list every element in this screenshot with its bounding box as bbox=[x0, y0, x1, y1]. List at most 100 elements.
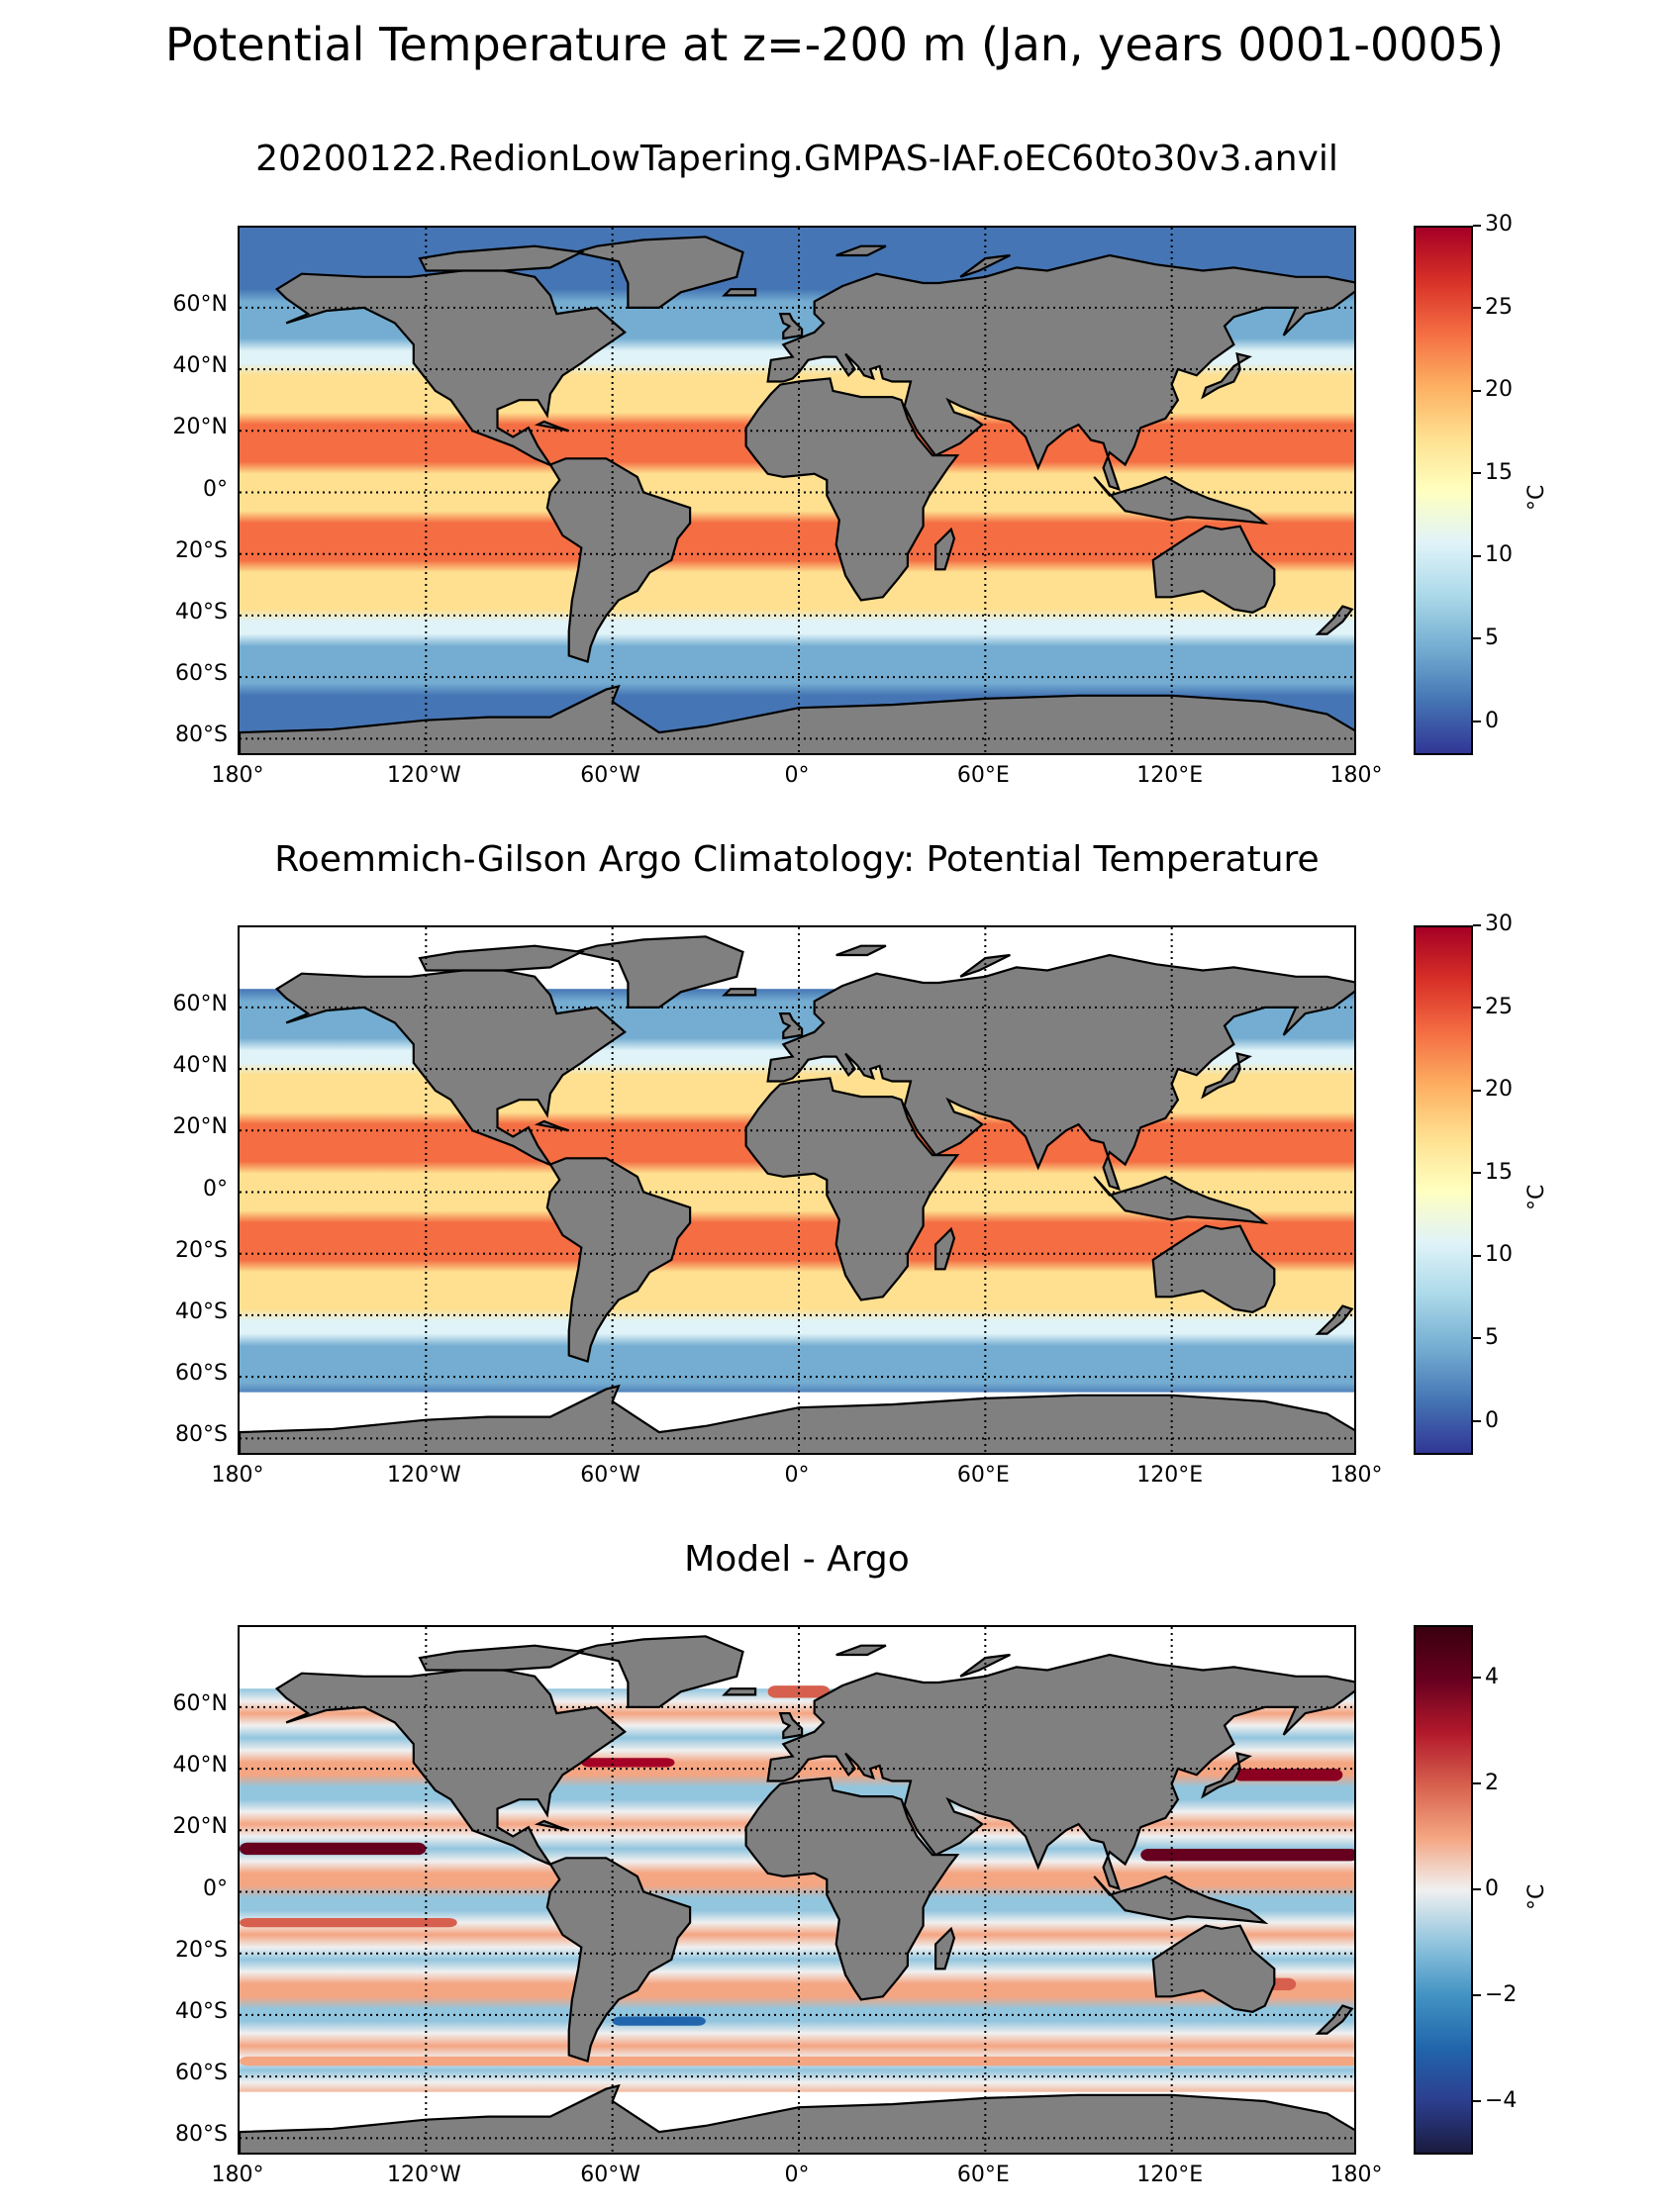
colorbar-2 bbox=[1414, 925, 1473, 1455]
colorbar-tick: 25 bbox=[1473, 994, 1513, 1019]
land-ice bbox=[722, 988, 757, 997]
lat-label: 0° bbox=[203, 476, 228, 502]
lon-label: 180° bbox=[1329, 763, 1383, 788]
lon-label: 180° bbox=[211, 2163, 264, 2187]
land-nz bbox=[1315, 605, 1354, 635]
land-af bbox=[744, 1777, 960, 2001]
lon-label: 120°W bbox=[386, 1463, 461, 1488]
land-indo bbox=[1093, 475, 1269, 526]
colorbar-tick: 20 bbox=[1473, 377, 1513, 403]
land-ant bbox=[240, 2083, 1354, 2153]
land-mad bbox=[934, 1926, 956, 1971]
colorbar-tick: 30 bbox=[1473, 212, 1513, 237]
lon-label: 60°E bbox=[956, 763, 1010, 788]
land-nz2 bbox=[959, 953, 1011, 978]
lat-label: 60°N bbox=[172, 991, 228, 1016]
lat-label: 20°N bbox=[172, 415, 228, 440]
lon-label: 60°W bbox=[580, 2163, 641, 2187]
land-sa bbox=[545, 1157, 692, 1364]
lat-label: 20°N bbox=[172, 1114, 228, 1140]
colorbar-unit: °C bbox=[1524, 484, 1549, 511]
colorbar-tick: 10 bbox=[1473, 1242, 1513, 1268]
map-panel-1 bbox=[238, 226, 1356, 755]
anomaly-band bbox=[240, 1917, 457, 1928]
lat-label: 40°N bbox=[172, 1753, 228, 1779]
land-na bbox=[274, 1666, 627, 1869]
land-sv bbox=[835, 244, 887, 257]
lon-label: 0° bbox=[784, 2163, 810, 2187]
land-eu bbox=[766, 253, 1354, 492]
land-cuba bbox=[534, 420, 570, 433]
land-eu bbox=[766, 953, 1354, 1192]
land-mad bbox=[934, 527, 956, 571]
lat-label: 80°S bbox=[175, 1422, 228, 1448]
colorbar-tick: 25 bbox=[1473, 294, 1513, 320]
lat-label: 20°N bbox=[172, 1814, 228, 1840]
colorbar-tick: 10 bbox=[1473, 542, 1513, 568]
lon-label: 180° bbox=[1329, 2163, 1383, 2187]
land-gl bbox=[574, 935, 744, 1009]
land-au bbox=[1151, 1224, 1276, 1313]
land-gl bbox=[574, 1635, 744, 1708]
colorbar-tick: 5 bbox=[1473, 1324, 1499, 1350]
lat-label: 80°S bbox=[175, 722, 228, 748]
lon-label: 60°W bbox=[580, 1463, 641, 1488]
land-gl bbox=[574, 236, 744, 309]
lon-label: 120°E bbox=[1136, 2163, 1204, 2187]
land-na bbox=[274, 266, 627, 469]
lon-label: 180° bbox=[211, 1463, 264, 1488]
map-canvas bbox=[240, 927, 1354, 1453]
anomaly-band bbox=[612, 2016, 706, 2026]
land-indo bbox=[1093, 1875, 1269, 1925]
lon-label: 0° bbox=[784, 763, 810, 788]
anomaly-band bbox=[767, 1685, 831, 1698]
lon-label: 120°E bbox=[1136, 1463, 1204, 1488]
lon-label: 60°E bbox=[956, 2163, 1010, 2187]
lat-label: 20°S bbox=[175, 1937, 228, 1963]
colorbar-tick: −2 bbox=[1472, 1981, 1518, 2007]
land-jp bbox=[1201, 1052, 1252, 1100]
lat-label: 60°N bbox=[172, 1690, 228, 1716]
land-au bbox=[1151, 525, 1276, 614]
anomaly-band bbox=[1233, 1769, 1343, 1781]
land-sv bbox=[835, 944, 887, 957]
land-af bbox=[744, 1077, 960, 1301]
figure-title: Potential Temperature at z=-200 m (Jan, … bbox=[164, 18, 1505, 71]
lat-label: 60°S bbox=[175, 2061, 228, 2086]
land-cuba bbox=[534, 1819, 570, 1832]
land-sv bbox=[835, 1644, 887, 1657]
lat-label: 0° bbox=[203, 1176, 228, 1202]
lon-label: 120°W bbox=[386, 763, 461, 788]
land-indo bbox=[1093, 1175, 1269, 1225]
anomaly-band bbox=[1140, 1848, 1354, 1862]
land-nz2 bbox=[959, 1653, 1011, 1678]
map-panel-2 bbox=[238, 925, 1356, 1455]
colorbar-tick: 30 bbox=[1473, 912, 1513, 936]
land-cuba bbox=[534, 1119, 570, 1132]
lat-label: 60°S bbox=[175, 661, 228, 687]
colorbar-tick: −4 bbox=[1472, 2087, 1518, 2113]
colorbar-tick: 15 bbox=[1473, 459, 1513, 485]
lon-label: 0° bbox=[784, 1463, 810, 1488]
map-canvas bbox=[240, 1627, 1354, 2153]
lat-label: 60°N bbox=[172, 291, 228, 317]
lat-label: 20°S bbox=[175, 1237, 228, 1263]
lat-label: 80°S bbox=[175, 2122, 228, 2148]
land-uk bbox=[778, 1712, 804, 1740]
anomaly-band bbox=[581, 1758, 675, 1768]
colorbar-tick: 0 bbox=[1473, 1407, 1499, 1433]
map-panel-3 bbox=[238, 1625, 1356, 2155]
land-sa bbox=[545, 1857, 692, 2064]
colorbar-tick: 4 bbox=[1473, 1664, 1499, 1689]
land-na bbox=[274, 966, 627, 1169]
lat-label: 0° bbox=[203, 1875, 228, 1901]
panel-title-2: Roemmich-Gilson Argo Climatology: Potent… bbox=[274, 839, 1320, 880]
land-ant bbox=[240, 1384, 1354, 1453]
colorbar-1 bbox=[1414, 226, 1473, 755]
anomaly-band bbox=[240, 1842, 427, 1856]
land-nz bbox=[1315, 1304, 1354, 1335]
lat-label: 60°S bbox=[175, 1361, 228, 1387]
lon-label: 120°W bbox=[386, 2163, 461, 2187]
lon-label: 60°E bbox=[956, 1463, 1010, 1488]
land-nz2 bbox=[959, 253, 1011, 278]
